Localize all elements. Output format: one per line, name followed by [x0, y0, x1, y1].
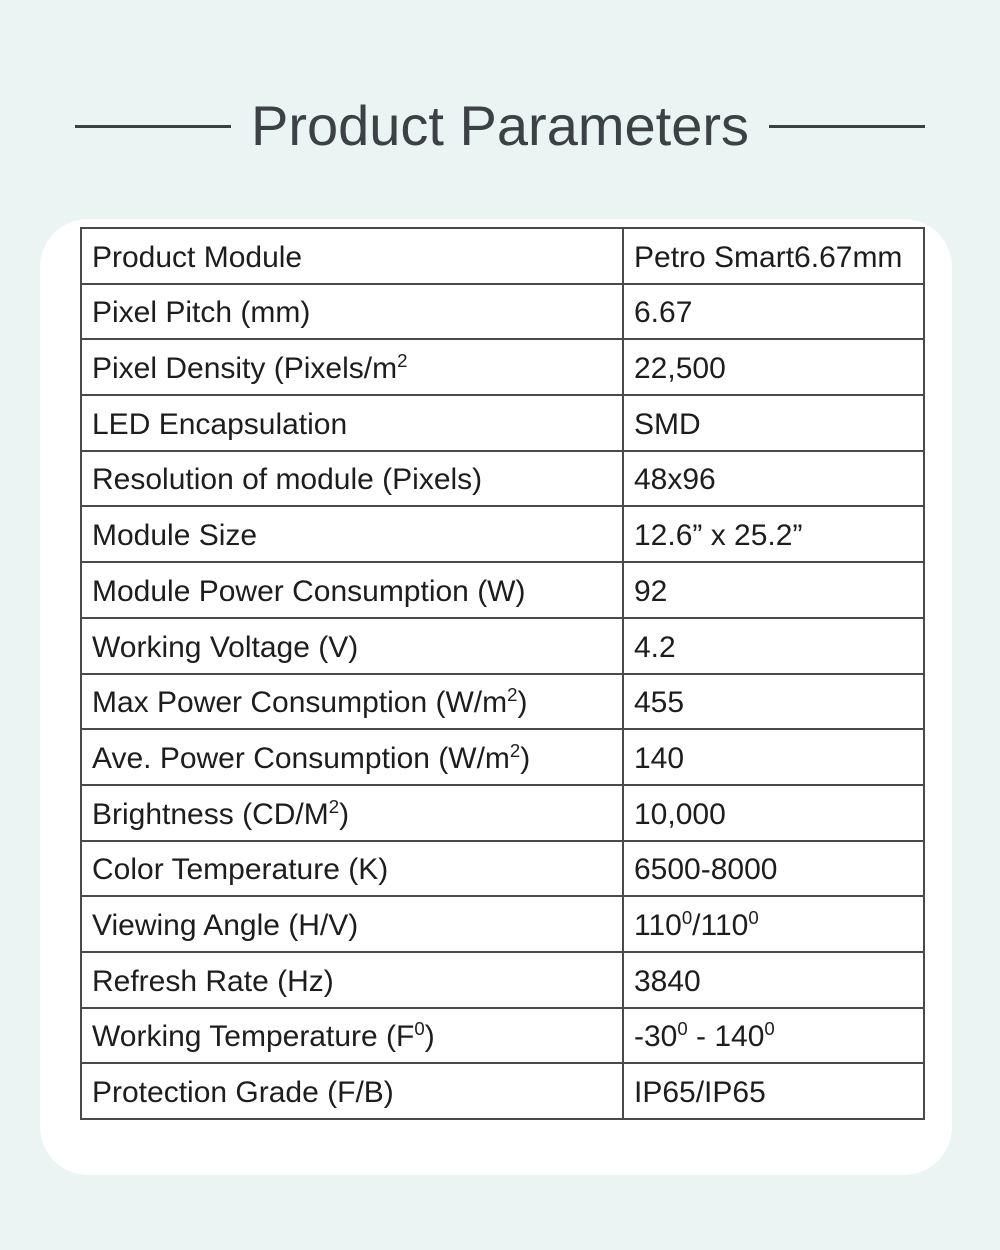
param-value-cell: 10,000	[622, 783, 925, 842]
table-row: Resolution of module (Pixels) 48x96	[80, 449, 925, 508]
param-value-cell: -300 - 1400	[622, 1006, 925, 1065]
param-label-cell: Refresh Rate (Hz)	[80, 950, 624, 1009]
param-label-cell: Brightness (CD/M2)	[80, 783, 624, 842]
table-row: Working Temperature (F0) -300 - 1400	[80, 1006, 925, 1065]
param-label-cell: Working Voltage (V)	[80, 616, 624, 675]
param-value-cell: 1100/1100	[622, 895, 925, 953]
superscript: 2	[397, 350, 408, 372]
table-row: Module Power Consumption (W) 92	[80, 561, 925, 619]
table-row: Pixel Pitch (mm) 6.67	[80, 282, 925, 341]
table-row: Product Module Petro Smart6.67mm	[80, 227, 925, 285]
superscript: 0	[681, 906, 693, 928]
parameters-card: Product Module Petro Smart6.67mm Pixel Pit…	[40, 219, 952, 1175]
table-row: Color Temperature (K) 6500-8000	[80, 839, 925, 898]
title-left-line	[75, 124, 231, 128]
param-value-cell: 3840	[622, 950, 925, 1009]
param-label-cell: Protection Grade (F/B)	[80, 1062, 624, 1120]
param-value-cell: 22,500	[622, 338, 925, 397]
table-row: Module Size 12.6” x 25.2”	[80, 505, 925, 564]
parameters-table-body: Product Module Petro Smart6.67mm Pixel Pit…	[80, 227, 925, 1120]
param-label-cell: Module Power Consumption (W)	[80, 561, 624, 619]
table-row: Pixel Density (Pixels/m2 22,500	[80, 338, 925, 397]
param-label-cell: Resolution of module (Pixels)	[80, 449, 624, 508]
param-label-cell: Module Size	[80, 505, 624, 564]
superscript: 0	[764, 1018, 775, 1040]
param-label-cell: Max Power Consumption (W/m2)	[80, 672, 624, 731]
superscript: 0	[677, 1018, 688, 1040]
table-row: Working Voltage (V) 4.2	[80, 616, 925, 675]
param-value-cell: 12.6” x 25.2”	[622, 505, 925, 564]
param-value-cell: 4.2	[622, 616, 925, 675]
table-row: LED Encapsulation SMD	[80, 394, 925, 452]
param-value-cell: 455	[622, 672, 925, 731]
param-label-cell: Working Temperature (F0)	[80, 1006, 624, 1065]
table-row: Max Power Consumption (W/m2) 455	[80, 672, 925, 731]
superscript: 0	[748, 906, 759, 928]
table-row: Viewing Angle (H/V) 1100/1100	[80, 895, 925, 953]
param-label-cell: Color Temperature (K)	[80, 839, 624, 898]
param-label-cell: Pixel Density (Pixels/m2	[80, 338, 624, 397]
table-row: Brightness (CD/M2) 10,000	[80, 783, 925, 842]
param-value-cell: 6500-8000	[622, 839, 925, 898]
table-row: Refresh Rate (Hz) 3840	[80, 950, 925, 1009]
param-label-cell: Product Module	[80, 227, 624, 285]
param-value-cell: 6.67	[622, 282, 925, 341]
param-label-cell: Viewing Angle (H/V)	[80, 895, 624, 953]
param-value-cell: Petro Smart6.67mm	[622, 227, 925, 285]
param-value-cell: 140	[622, 728, 925, 786]
superscript: 2	[507, 684, 518, 706]
page-title-section: Product Parameters	[0, 94, 1000, 158]
param-value-cell: SMD	[622, 394, 925, 452]
param-label-cell: LED Encapsulation	[80, 394, 624, 452]
superscript: 2	[328, 795, 340, 817]
param-label-cell: Ave. Power Consumption (W/m2)	[80, 728, 624, 786]
title-right-line	[768, 124, 925, 128]
param-value-cell: IP65/IP65	[622, 1062, 925, 1120]
table-row: Ave. Power Consumption (W/m2) 140	[80, 728, 925, 786]
parameters-table: Product Module Petro Smart6.67mm Pixel Pit…	[80, 227, 925, 1120]
table-row: Protection Grade (F/B) IP65/IP65	[80, 1062, 925, 1120]
superscript: 2	[509, 739, 521, 761]
param-value-cell: 48x96	[622, 449, 925, 508]
param-label-cell: Pixel Pitch (mm)	[80, 282, 624, 341]
page-title: Product Parameters	[251, 94, 749, 157]
param-value-cell: 92	[622, 561, 925, 619]
superscript: 0	[414, 1018, 425, 1040]
